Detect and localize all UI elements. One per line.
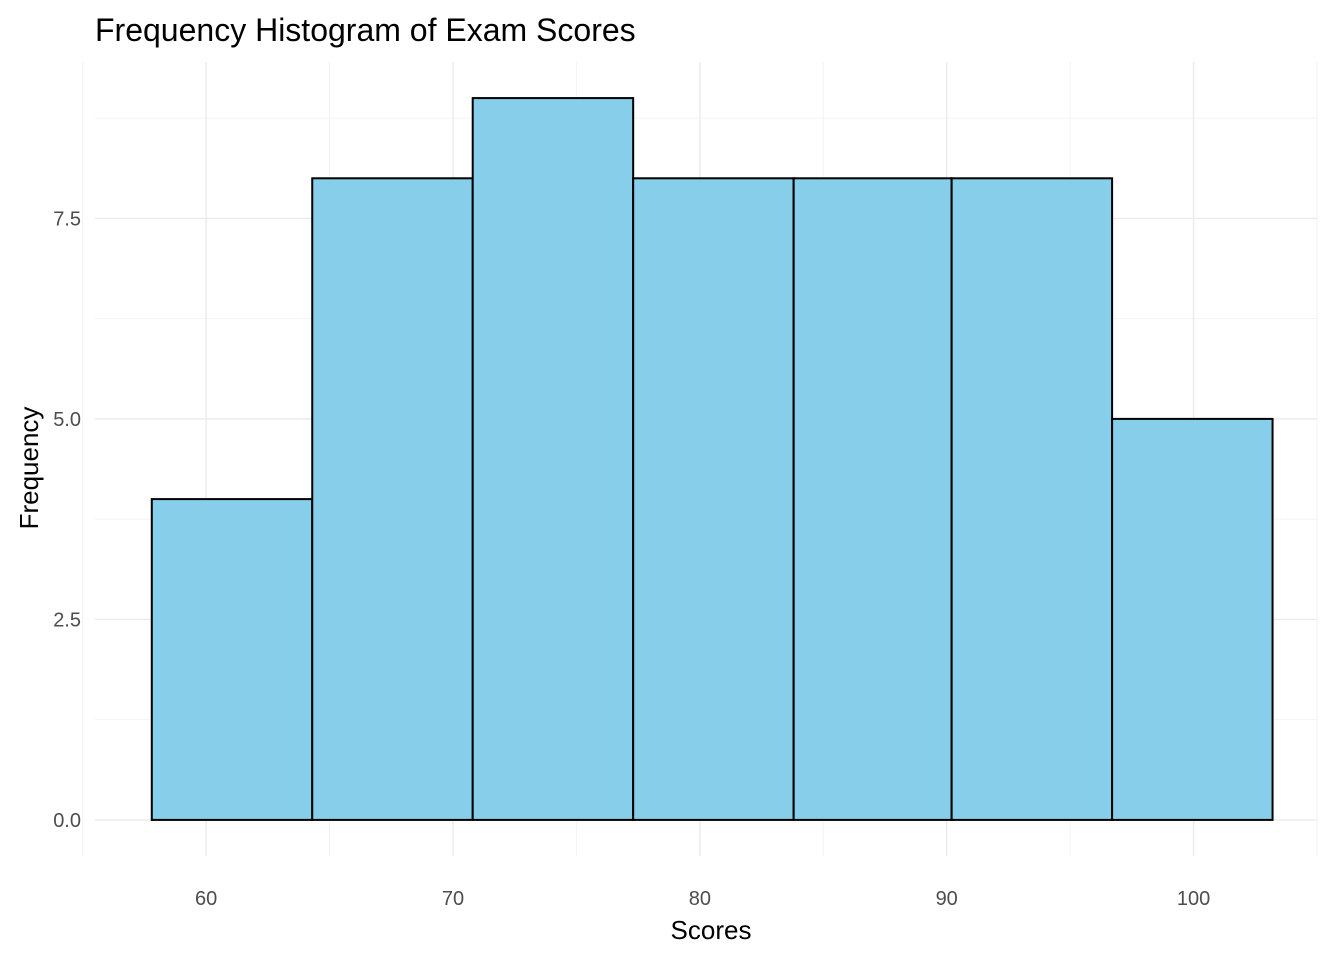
x-tick-label: 100 bbox=[1177, 888, 1210, 910]
histogram-bar bbox=[632, 177, 795, 821]
y-tick-label: 5.0 bbox=[53, 409, 81, 431]
chart-title: Frequency Histogram of Exam Scores bbox=[95, 12, 636, 48]
y-tick-label: 7.5 bbox=[53, 208, 81, 230]
histogram-bar bbox=[950, 177, 1114, 821]
y-tick-label: 0.0 bbox=[53, 810, 81, 832]
x-tick-label: 70 bbox=[442, 888, 464, 910]
y-axis-title: Frequency bbox=[14, 407, 44, 530]
y-tick-label: 2.5 bbox=[53, 609, 81, 631]
x-tick-label: 80 bbox=[689, 888, 711, 910]
y-axis-ticks: 0.0 2.5 5.0 7.5 bbox=[53, 208, 81, 832]
histogram-bar bbox=[471, 97, 635, 821]
histogram-bar bbox=[311, 177, 474, 821]
histogram-bar bbox=[150, 498, 314, 821]
x-tick-label: 90 bbox=[936, 888, 958, 910]
histogram-bar bbox=[1111, 417, 1274, 821]
histogram-bars bbox=[150, 97, 1274, 821]
x-axis-ticks: 60 70 80 90 100 bbox=[195, 888, 1210, 910]
x-tick-label: 60 bbox=[195, 888, 217, 910]
x-axis-title: Scores bbox=[671, 915, 752, 945]
histogram-bar bbox=[792, 177, 953, 821]
